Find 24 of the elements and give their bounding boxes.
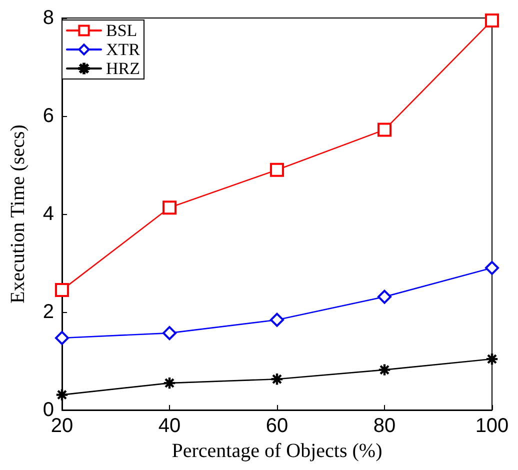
y-tick-label: 8 <box>42 7 54 29</box>
legend-label: BSL <box>106 21 138 40</box>
legend-label: HRZ <box>106 59 140 78</box>
y-tick-label: 2 <box>42 301 54 323</box>
x-tick-label: 40 <box>158 415 181 437</box>
x-tick-label: 60 <box>266 415 288 437</box>
x-tick-label: 20 <box>50 415 74 437</box>
point <box>485 13 499 28</box>
point <box>162 326 176 340</box>
x-tick-label: 80 <box>373 415 396 437</box>
point <box>55 282 69 297</box>
x-tick-label: 100 <box>475 415 509 437</box>
y-axis-title: Execution Time (secs) <box>7 124 29 304</box>
point <box>270 162 284 177</box>
point <box>378 290 392 304</box>
legend-label: XTR <box>106 40 141 59</box>
point <box>55 330 69 345</box>
x-axis-title: Percentage of Objects (%) <box>172 440 382 462</box>
point <box>270 312 284 327</box>
point <box>378 122 392 137</box>
y-tick-label: 6 <box>42 105 54 127</box>
point <box>162 200 176 215</box>
y-tick-label: 4 <box>42 203 54 225</box>
point <box>485 260 499 275</box>
